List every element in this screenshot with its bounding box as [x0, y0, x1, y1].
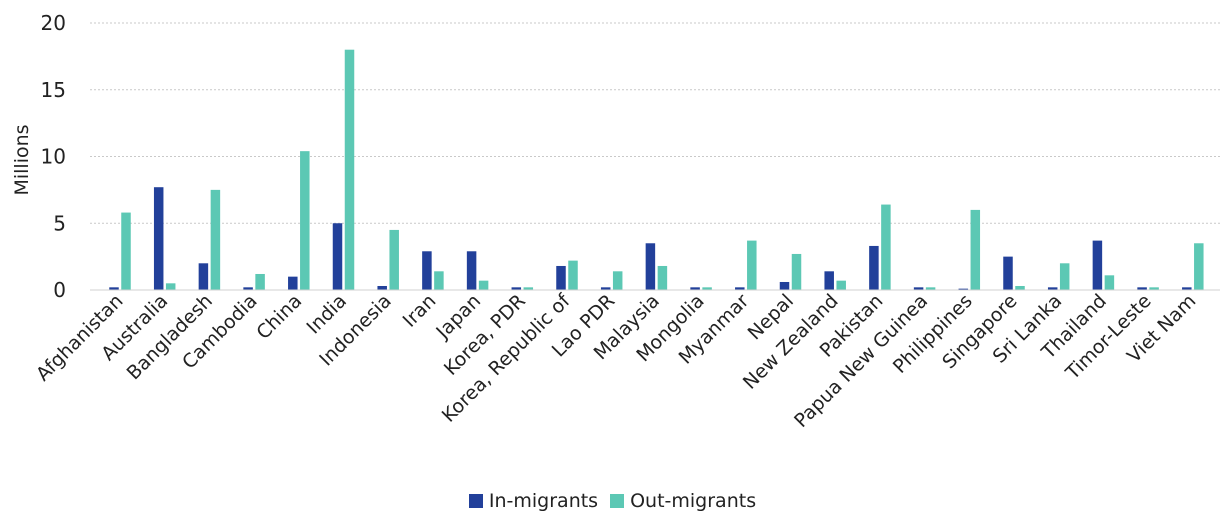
bar-out-migrants[interactable] — [1015, 285, 1025, 290]
bar-in-migrants[interactable] — [735, 287, 745, 290]
bar-out-migrants[interactable] — [523, 287, 534, 290]
bar-out-migrants[interactable] — [568, 260, 578, 290]
bar-in-migrants[interactable] — [109, 287, 119, 290]
bar-in-migrants[interactable] — [1137, 287, 1147, 290]
bar-in-migrants[interactable] — [288, 276, 298, 290]
bar-in-migrants[interactable] — [1047, 287, 1058, 290]
bar-out-migrants[interactable] — [836, 280, 846, 290]
bar-out-migrants[interactable] — [1104, 275, 1115, 290]
y-tick-label: 5 — [53, 211, 66, 235]
bar-out-migrants[interactable] — [389, 229, 399, 290]
bar-out-migrants[interactable] — [747, 240, 757, 290]
x-axis-tick-labels: AfghanistanAustraliaBangladeshCambodiaCh… — [32, 289, 1200, 432]
legend-label-in-migrants: In-migrants — [488, 490, 599, 512]
bar-out-migrants[interactable] — [300, 151, 310, 290]
bar-out-migrants[interactable] — [255, 273, 265, 290]
bar-in-migrants[interactable] — [958, 288, 969, 290]
bar-in-migrants[interactable] — [332, 223, 343, 290]
bar-out-migrants[interactable] — [702, 287, 712, 290]
legend-item-in-migrants[interactable]: In-migrants — [468, 490, 599, 512]
bar-in-migrants[interactable] — [556, 265, 566, 290]
bar-out-migrants[interactable] — [344, 49, 355, 291]
bars — [109, 49, 1204, 291]
legend-label-out-migrants: Out-migrants — [630, 490, 757, 512]
bar-out-migrants[interactable] — [478, 280, 489, 290]
bar-out-migrants[interactable] — [1194, 243, 1204, 290]
bar-in-migrants[interactable] — [824, 271, 834, 290]
legend-item-out-migrants[interactable]: Out-migrants — [610, 490, 756, 512]
bar-in-migrants[interactable] — [645, 243, 656, 290]
bar-in-migrants[interactable] — [690, 287, 700, 290]
bar-out-migrants[interactable] — [612, 271, 623, 290]
bar-out-migrants[interactable] — [210, 189, 221, 290]
bar-out-migrants[interactable] — [434, 271, 444, 290]
bar-in-migrants[interactable] — [243, 287, 253, 290]
bar-in-migrants[interactable] — [600, 287, 611, 290]
y-axis-label: Millions — [11, 124, 33, 195]
bar-out-migrants[interactable] — [165, 283, 176, 290]
bar-out-migrants[interactable] — [1059, 263, 1070, 290]
bar-in-migrants[interactable] — [466, 251, 477, 290]
y-axis-tick-labels: 0 5 10 15 20 — [41, 11, 66, 302]
bar-out-migrants[interactable] — [791, 253, 802, 290]
y-tick-label: 10 — [41, 145, 66, 169]
y-tick-label: 20 — [41, 11, 66, 35]
bar-in-migrants[interactable] — [869, 245, 879, 290]
bar-out-migrants[interactable] — [121, 212, 131, 290]
bar-in-migrants[interactable] — [198, 263, 209, 290]
bar-out-migrants[interactable] — [881, 204, 891, 290]
bar-in-migrants[interactable] — [1182, 287, 1192, 290]
bar-in-migrants[interactable] — [422, 251, 432, 290]
bar-in-migrants[interactable] — [511, 287, 522, 290]
x-tick-label: China — [252, 290, 306, 344]
bar-out-migrants[interactable] — [970, 209, 981, 290]
y-tick-label: 15 — [41, 78, 66, 102]
bar-out-migrants[interactable] — [657, 265, 668, 290]
bar-in-migrants[interactable] — [1092, 240, 1103, 290]
legend: In-migrants Out-migrants — [0, 490, 1225, 512]
bar-in-migrants[interactable] — [1003, 256, 1013, 290]
legend-swatch-in-migrants — [468, 494, 483, 508]
bar-in-migrants[interactable] — [779, 281, 790, 290]
y-tick-label: 0 — [53, 278, 66, 302]
bar-in-migrants[interactable] — [377, 285, 387, 290]
bar-in-migrants[interactable] — [153, 187, 164, 290]
bar-out-migrants[interactable] — [1149, 287, 1159, 290]
bar-in-migrants[interactable] — [913, 287, 924, 290]
grid-lines — [90, 22, 1220, 224]
legend-swatch-out-migrants — [610, 494, 625, 508]
bar-out-migrants[interactable] — [925, 287, 936, 290]
